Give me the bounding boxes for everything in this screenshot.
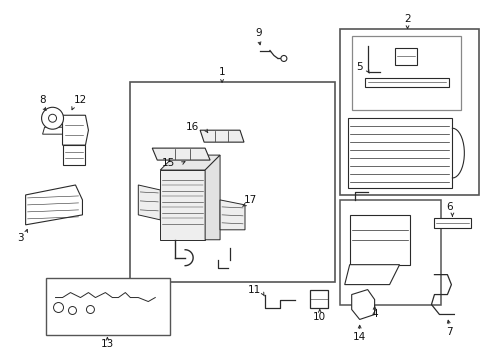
Text: 17: 17 [243,195,256,205]
Bar [349,215,408,265]
Text: 3: 3 [17,233,24,243]
Polygon shape [200,130,244,142]
Circle shape [86,306,94,314]
Text: 13: 13 [101,339,114,349]
Text: 14: 14 [352,332,366,342]
Polygon shape [344,265,399,285]
Text: 10: 10 [313,312,325,323]
Text: 9: 9 [255,28,262,37]
Circle shape [53,302,63,312]
Polygon shape [364,78,448,87]
Bar [347,118,451,188]
Polygon shape [220,200,244,230]
Text: 4: 4 [370,310,377,319]
Circle shape [48,114,57,122]
Polygon shape [138,185,160,220]
Circle shape [280,55,286,62]
Polygon shape [62,145,85,165]
Bar [45,278,170,336]
Text: 16: 16 [185,122,198,132]
Circle shape [68,306,76,315]
Polygon shape [160,155,220,170]
Bar [351,36,461,110]
Bar [339,200,441,305]
Text: 15: 15 [161,158,175,168]
Polygon shape [160,170,204,240]
Text: 11: 11 [247,284,260,294]
Polygon shape [433,218,470,228]
Text: 8: 8 [39,95,46,105]
Bar [309,289,327,307]
Text: 7: 7 [445,327,452,337]
Text: 2: 2 [404,14,410,24]
Polygon shape [152,148,210,160]
Text: 5: 5 [356,62,362,72]
Polygon shape [25,185,82,225]
Text: 1: 1 [218,67,225,77]
Text: 6: 6 [445,202,452,212]
Polygon shape [204,155,220,240]
Bar [339,28,478,195]
Text: 12: 12 [74,95,87,105]
Polygon shape [42,127,64,134]
Bar [130,82,334,282]
Circle shape [41,107,63,129]
Polygon shape [351,289,374,319]
Bar [394,48,416,66]
Polygon shape [62,115,88,145]
